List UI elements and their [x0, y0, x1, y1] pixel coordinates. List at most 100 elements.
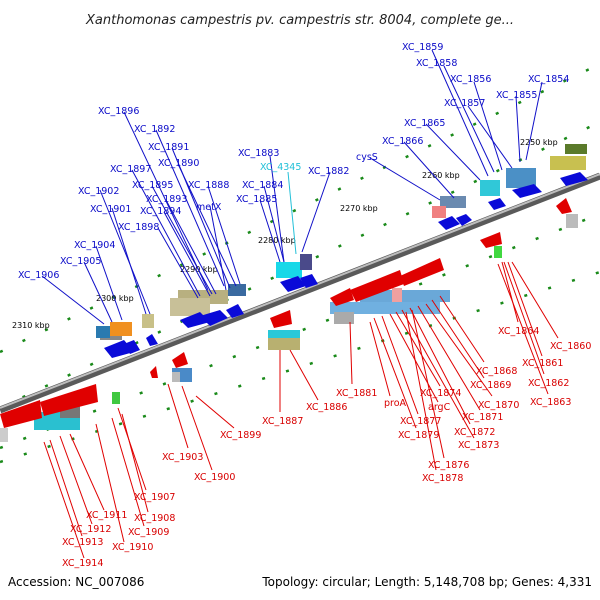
map-title: Xanthomonas campestris pv. campestris st… [85, 13, 514, 28]
gene-arrow [560, 172, 588, 186]
gene-label: cysS [356, 152, 378, 163]
kbp-label-2280: 2280 kbp [258, 236, 296, 245]
gene-label: XC_1866 [382, 136, 423, 147]
gene-label: XC_1893 [146, 194, 187, 205]
gene-label: XC_1888 [188, 180, 229, 191]
gene-arrow [438, 216, 460, 230]
gene-arrow [226, 304, 244, 318]
feature-block [172, 372, 180, 382]
gene-label: XC_1864 [498, 326, 539, 337]
feature-block [112, 392, 120, 404]
gene-label: XC_1868 [476, 366, 517, 377]
gene-arrow [488, 198, 506, 210]
gene-label: XC_1865 [404, 118, 445, 129]
gene-label-cyan: XC_4345 [260, 162, 301, 173]
gene-label: XC_1872 [454, 427, 495, 438]
gene-arrow [556, 198, 572, 214]
feature-block [565, 144, 587, 154]
leader-lines-red [43, 261, 559, 559]
gene-label: XC_1911 [86, 510, 127, 521]
gene-label: XC_1897 [110, 164, 151, 175]
forward-genes [104, 172, 588, 358]
feature-block [494, 246, 502, 258]
gene-arrow [280, 276, 306, 292]
feature-block [566, 214, 578, 228]
feature-block [392, 288, 402, 302]
feature-block [276, 262, 302, 278]
gene-label: XC_1861 [522, 358, 563, 369]
gene-label: XC_1869 [470, 380, 511, 391]
blue-labels: XC_1859 XC_1858 XC_1856 XC_1854 XC_1857 … [18, 42, 569, 281]
gene-label: XC_1890 [158, 158, 199, 169]
gene-label: XC_1860 [550, 341, 591, 352]
feature-block [550, 156, 586, 170]
feature-blocks [0, 144, 587, 442]
genome-backbone [0, 172, 600, 414]
gene-label: XC_1896 [98, 106, 139, 117]
gene-label: XC_1909 [128, 527, 169, 538]
gene-label: proA [384, 398, 407, 409]
feature-block [142, 314, 154, 328]
gene-label: XC_1894 [140, 206, 181, 217]
gene-arrow [150, 366, 158, 378]
gene-arrow [300, 274, 318, 288]
gene-label: XC_1904 [74, 240, 115, 251]
gene-label: XC_1877 [400, 416, 441, 427]
gene-arrow [146, 334, 158, 346]
gene-label: XC_1879 [398, 430, 439, 441]
gene-label: XC_1902 [78, 186, 119, 197]
gene-label: XC_1910 [112, 542, 153, 553]
gene-label: XC_1855 [496, 90, 537, 101]
feature-block [506, 168, 536, 188]
gene-arrow [350, 270, 404, 302]
feature-block [96, 326, 110, 338]
gene-label: XC_1876 [428, 460, 469, 471]
gene-arrow [512, 184, 542, 198]
gene-label: XC_1858 [416, 58, 457, 69]
gene-label: XC_1871 [462, 412, 503, 423]
gene-label: XC_1856 [450, 74, 491, 85]
gene-arrow [330, 288, 354, 306]
gene-label: XC_1887 [262, 416, 303, 427]
feature-block [268, 338, 300, 350]
gene-label: XC_1882 [308, 166, 349, 177]
feature-block [170, 298, 210, 316]
gene-label: XC_1912 [70, 524, 111, 535]
gene-label: XC_1873 [458, 440, 499, 451]
gene-label: XC_1895 [132, 180, 173, 191]
gene-label: XC_1913 [62, 537, 103, 548]
feature-block [334, 312, 354, 324]
gene-label: XC_1874 [420, 388, 461, 399]
gene-label: XC_1878 [422, 473, 463, 484]
accession-text: Accession: NC_007086 [8, 575, 144, 589]
gene-label: XC_1854 [528, 74, 569, 85]
gene-arrow [40, 384, 98, 416]
feature-block [480, 180, 500, 196]
gene-label: XC_1857 [444, 98, 485, 109]
gene-label: XC_1886 [306, 402, 347, 413]
gene-label: argC [428, 402, 451, 413]
gene-label: XC_1899 [220, 430, 261, 441]
feature-block [228, 284, 246, 296]
reverse-genes [0, 198, 572, 428]
gene-label: metX [196, 202, 222, 213]
feature-block [432, 206, 446, 218]
gene-label: XC_1903 [162, 452, 203, 463]
gene-label: XC_1892 [134, 124, 175, 135]
gene-arrow [480, 232, 502, 248]
topology-stats-text: Topology: circular; Length: 5,148,708 bp… [261, 575, 592, 589]
feature-block [440, 196, 466, 208]
gene-arrow [400, 258, 444, 286]
gene-arrow [172, 352, 188, 368]
gene-label: XC_1898 [118, 222, 159, 233]
gene-label: XC_1908 [134, 513, 175, 524]
gene-label: XC_1901 [90, 204, 131, 215]
gene-arrow [200, 310, 228, 326]
gene-label: XC_1905 [60, 256, 101, 267]
gene-arrow [124, 340, 140, 354]
gene-label: XC_1900 [194, 472, 235, 483]
kbp-label-2260: 2260 kbp [422, 171, 460, 180]
gene-label: XC_1907 [134, 492, 175, 503]
feature-block [360, 290, 450, 302]
